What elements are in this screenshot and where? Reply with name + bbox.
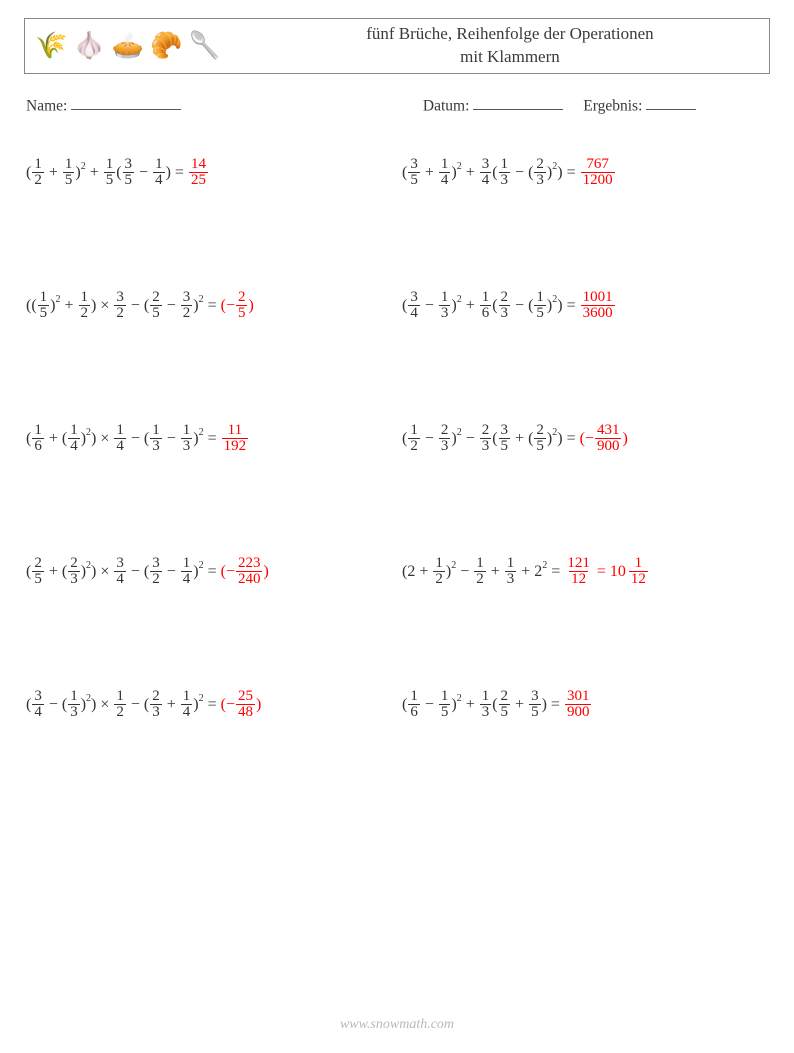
answer: (−2548) xyxy=(221,689,262,720)
title-line2: mit Klammern xyxy=(460,47,560,66)
answer: 11192 xyxy=(221,423,250,454)
problem-2: (35+14)2+34(13−(23)2)=7671200 xyxy=(402,157,768,188)
answer: 301900 xyxy=(564,689,593,720)
footer: www.snowmath.com xyxy=(0,1017,794,1033)
answer: 7671200 xyxy=(580,157,616,188)
problem-7: (25+(23)2)×34−(32−14)2=(−223240) xyxy=(26,556,392,587)
problem-10: (16−15)2+13(25+35)=301900 xyxy=(402,689,768,720)
expression: (2+12)2−12+13+22= xyxy=(402,556,564,587)
expression: (12−23)2−23(35+(25)2)= xyxy=(402,423,580,454)
expression: (25+(23)2)×34−(32−14)2= xyxy=(26,556,221,587)
date-label: Datum: xyxy=(423,97,470,114)
answer: (−25) xyxy=(221,290,254,321)
expression: (35+14)2+34(13−(23)2)= xyxy=(402,157,580,188)
result-label: Ergebnis: xyxy=(583,97,642,114)
answer: 10013600 xyxy=(580,290,616,321)
problem-1: (12+15)2+15(35−14)=1425 xyxy=(26,157,392,188)
answer: (−223240) xyxy=(221,556,269,587)
answer: 12112=10112 xyxy=(564,556,649,587)
name-blank[interactable] xyxy=(71,94,181,111)
header-box: 🌾 🧄 🥧 🥐 🥄 fünf Brüche, Reihenfolge der O… xyxy=(24,18,770,74)
problem-4: (34−13)2+16(23−(15)2)=10013600 xyxy=(402,290,768,321)
pie-icon: 🥧 xyxy=(112,33,144,59)
problem-5: (16+(14)2)×14−(13−13)2=11192 xyxy=(26,423,392,454)
problems-grid: (12+15)2+15(35−14)=1425 (35+14)2+34(13−(2… xyxy=(24,145,770,720)
problem-6: (12−23)2−23(35+(25)2)=(−431900) xyxy=(402,423,768,454)
expression: (12+15)2+15(35−14)= xyxy=(26,157,188,188)
pretzel-icon: 🥐 xyxy=(150,33,182,59)
meta-row: Name: Datum: Ergebnis: xyxy=(24,94,770,116)
expression: (16−15)2+13(25+35)= xyxy=(402,689,564,720)
worksheet-title: fünf Brüche, Reihenfolge der Operationen… xyxy=(221,23,759,69)
wheat-icon: 🌾 xyxy=(35,33,67,59)
header-icons: 🌾 🧄 🥧 🥐 🥄 xyxy=(35,33,221,59)
problem-9: (34−(13)2)×12−(23+14)2=(−2548) xyxy=(26,689,392,720)
answer: 1425 xyxy=(188,157,209,188)
name-label: Name: xyxy=(26,97,67,114)
spoon-icon: 🥄 xyxy=(189,33,221,59)
answer: (−431900) xyxy=(580,423,628,454)
expression: (16+(14)2)×14−(13−13)2= xyxy=(26,423,221,454)
problem-8: (2+12)2−12+13+22=12112=10112 xyxy=(402,556,768,587)
expression: ((15)2+12)×32−(25−32)2= xyxy=(26,290,221,321)
expression: (34−(13)2)×12−(23+14)2= xyxy=(26,689,221,720)
problem-3: ((15)2+12)×32−(25−32)2=(−25) xyxy=(26,290,392,321)
expression: (34−13)2+16(23−(15)2)= xyxy=(402,290,580,321)
date-blank[interactable] xyxy=(473,94,563,111)
title-line1: fünf Brüche, Reihenfolge der Operationen xyxy=(366,24,653,43)
result-blank[interactable] xyxy=(646,94,696,111)
sack-icon: 🧄 xyxy=(73,33,105,59)
